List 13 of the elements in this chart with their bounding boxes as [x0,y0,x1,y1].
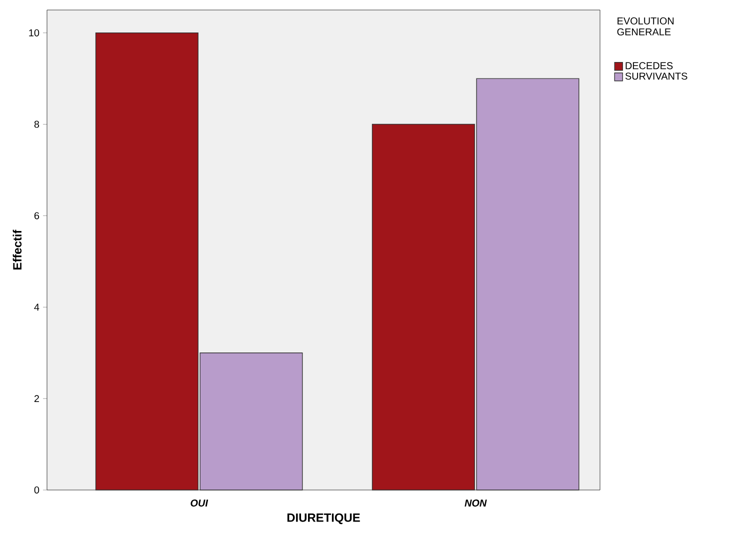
y-tick-label: 0 [34,486,40,494]
x-axis-title: DIURETIQUE [287,513,360,524]
legend-label: DECEDES [626,62,673,70]
x-tick-label: OUI [190,500,208,507]
y-tick-label: 10 [29,29,40,36]
y-tick-label: 2 [34,395,39,402]
y-tick-label: 6 [34,212,40,220]
y-axis-title: Effectif [12,230,22,270]
x-tick-label: NON [464,500,487,507]
legend-label: SURVIVANTS [625,72,688,80]
legend-title: EVOLUTION GENERALE [617,17,674,36]
y-tick-label: 8 [34,120,40,128]
y-tick-label: 4 [34,304,40,311]
